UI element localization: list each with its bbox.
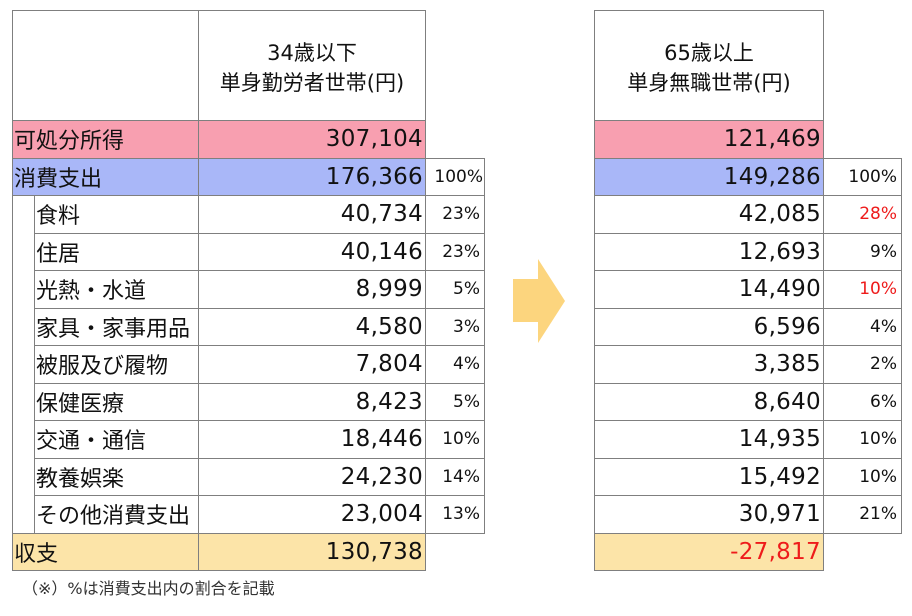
spending-row: 消費支出 176,366 100% — [12, 157, 485, 196]
left-column-header: 34歳以下 単身勤労者世帯(円) — [198, 10, 426, 121]
item-pct: 10% — [823, 457, 902, 496]
right-arrow-icon — [513, 259, 565, 343]
item-label: 教養娯楽 — [34, 457, 199, 496]
table-row: 家具・家事用品 4,580 3% — [13, 307, 485, 346]
item-pct-highlight: 28% — [823, 195, 902, 234]
item-value: 4,580 — [198, 307, 426, 346]
income-label: 可処分所得 — [12, 120, 199, 159]
table-row: 15,492 10% — [594, 457, 902, 496]
item-pct: 6% — [823, 382, 902, 421]
balance-value: 130,738 — [198, 532, 426, 571]
spending-value: 176,366 — [198, 157, 426, 196]
item-label: その他消費支出 — [34, 495, 199, 534]
item-pct: 4% — [425, 345, 485, 384]
footnote: （※）%は消費支出内の割合を記載 — [22, 579, 275, 598]
table-row: 保健医療 8,423 5% — [13, 382, 485, 421]
indent-cell — [12, 195, 35, 533]
item-value: 40,146 — [198, 232, 426, 271]
header-row: 34歳以下 単身勤労者世帯(円) — [12, 10, 485, 121]
item-value: 12,693 — [594, 232, 824, 271]
item-label: 保健医療 — [34, 382, 199, 421]
header-line2: 単身無職世帯(円) — [627, 70, 791, 95]
spending-label: 消費支出 — [12, 157, 199, 196]
item-pct: 23% — [425, 232, 485, 271]
header-row: 65歳以上 単身無職世帯(円) — [594, 10, 902, 121]
table-row: 光熱・水道 8,999 5% — [13, 270, 485, 309]
table-row: その他消費支出 23,004 13% — [13, 495, 485, 534]
table-row: 6,596 4% — [594, 307, 902, 346]
item-pct: 10% — [425, 420, 485, 459]
table-row: 教養娯楽 24,230 14% — [13, 457, 485, 496]
item-value: 7,804 — [198, 345, 426, 384]
item-label: 家具・家事用品 — [34, 307, 199, 346]
item-value: 6,596 — [594, 307, 824, 346]
item-pct: 5% — [425, 270, 485, 309]
balance-row: 収支 130,738 — [12, 532, 485, 571]
item-value: 14,490 — [594, 270, 824, 309]
item-pct: 10% — [823, 420, 902, 459]
table-row: 交通・通信 18,446 10% — [13, 420, 485, 459]
spending-row: 149,286 100% — [594, 157, 902, 196]
item-value: 8,999 — [198, 270, 426, 309]
header-line2: 単身勤労者世帯(円) — [219, 70, 405, 95]
item-pct: 14% — [425, 457, 485, 496]
table-row: 住居 40,146 23% — [13, 232, 485, 271]
item-label: 交通・通信 — [34, 420, 199, 459]
item-pct: 13% — [425, 495, 485, 534]
item-value: 42,085 — [594, 195, 824, 234]
item-label: 住居 — [34, 232, 199, 271]
spending-value: 149,286 — [594, 157, 824, 196]
item-pct: 4% — [823, 307, 902, 346]
header-empty-cell — [12, 10, 199, 121]
table-row: 14,935 10% — [594, 420, 902, 459]
item-label: 被服及び履物 — [34, 345, 199, 384]
item-value: 30,971 — [594, 495, 824, 534]
item-pct: 23% — [425, 195, 485, 234]
table-row: 被服及び履物 7,804 4% — [13, 345, 485, 384]
balance-value: -27,817 — [594, 532, 824, 571]
item-pct-highlight: 10% — [823, 270, 902, 309]
income-row: 121,469 — [594, 120, 902, 159]
item-pct: 3% — [425, 307, 485, 346]
item-pct: 9% — [823, 232, 902, 271]
right-comparison-table: 65歳以上 単身無職世帯(円) 121,469 149,286 100% 42,… — [594, 10, 902, 571]
table-row: 食料 40,734 23% — [12, 195, 485, 533]
item-pct: 21% — [823, 495, 902, 534]
item-value: 24,230 — [198, 457, 426, 496]
table-row: 42,085 28% — [594, 195, 902, 234]
balance-row: -27,817 — [594, 532, 902, 571]
item-label: 食料 — [34, 195, 199, 234]
table-row: 12,693 9% — [594, 232, 902, 271]
table-row: 14,490 10% — [594, 270, 902, 309]
left-comparison-table: 34歳以下 単身勤労者世帯(円) 可処分所得 307,104 消費支出 176,… — [12, 10, 485, 571]
income-value: 121,469 — [594, 120, 824, 159]
item-pct: 5% — [425, 382, 485, 421]
item-pct: 2% — [823, 345, 902, 384]
header-line1: 34歳以下 — [267, 40, 357, 65]
item-value: 18,446 — [198, 420, 426, 459]
spending-pct: 100% — [425, 157, 485, 196]
item-value: 14,935 — [594, 420, 824, 459]
balance-label: 収支 — [12, 532, 199, 571]
table-row: 30,971 21% — [594, 495, 902, 534]
item-value: 3,385 — [594, 345, 824, 384]
item-label: 光熱・水道 — [34, 270, 199, 309]
table-row: 3,385 2% — [594, 345, 902, 384]
header-line1: 65歳以上 — [664, 40, 754, 65]
table-row: 8,640 6% — [594, 382, 902, 421]
income-value: 307,104 — [198, 120, 426, 159]
item-value: 8,423 — [198, 382, 426, 421]
item-value: 23,004 — [198, 495, 426, 534]
spending-pct: 100% — [823, 157, 902, 196]
item-value: 8,640 — [594, 382, 824, 421]
item-value: 40,734 — [198, 195, 426, 234]
right-column-header: 65歳以上 単身無職世帯(円) — [594, 10, 824, 121]
item-value: 15,492 — [594, 457, 824, 496]
income-row: 可処分所得 307,104 — [12, 120, 485, 159]
